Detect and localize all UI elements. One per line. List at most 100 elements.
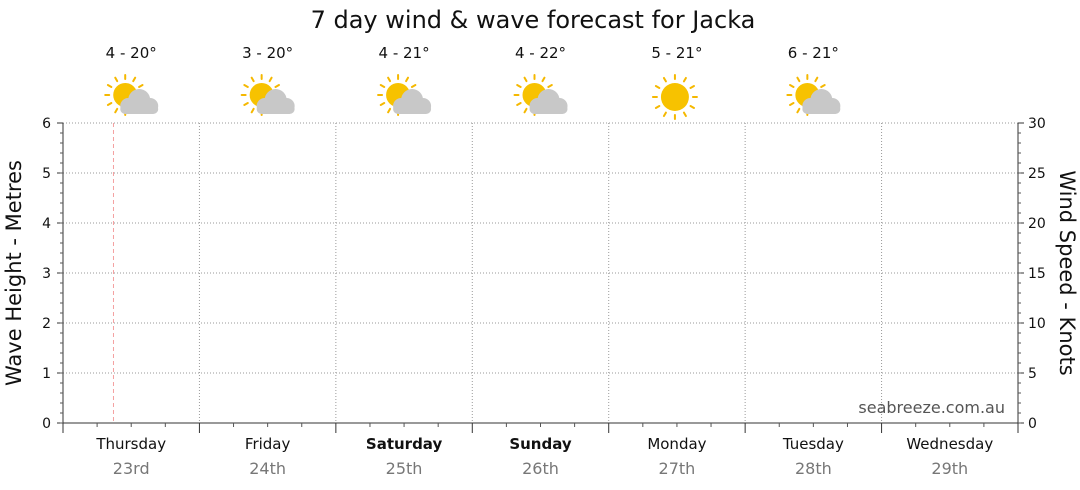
sun-ray bbox=[689, 105, 695, 109]
sun-ray bbox=[106, 84, 113, 88]
sun-ray bbox=[243, 84, 249, 88]
y-right-tick-label: 30 bbox=[1028, 116, 1046, 132]
sun-ray bbox=[654, 85, 661, 89]
sun-ray bbox=[523, 76, 528, 83]
day-label: Friday bbox=[245, 435, 291, 453]
y-right-tick-label: 0 bbox=[1028, 416, 1037, 432]
chart-title: 7 day wind & wave forecast for Jacka bbox=[311, 6, 756, 34]
sun-disc bbox=[660, 83, 689, 111]
cloud-shape bbox=[529, 89, 568, 114]
sun-ray bbox=[516, 102, 522, 106]
temperature-labels: 4 - 20° 3 - 20° 4 - 21° 4 - 22° 5 - 21° 6 - 2… bbox=[106, 44, 839, 62]
cloud-base bbox=[393, 104, 432, 114]
cloud-base bbox=[529, 104, 568, 114]
cloud-base bbox=[256, 104, 295, 114]
y-right-tick-label: 20 bbox=[1028, 216, 1046, 232]
sun-ray bbox=[268, 76, 273, 83]
sun-ray bbox=[662, 76, 667, 83]
partly-cloudy-icon bbox=[513, 74, 568, 116]
partly-cloudy-icon bbox=[240, 74, 295, 116]
sun-ray bbox=[405, 76, 410, 83]
sunny-icon bbox=[651, 74, 698, 120]
partly-cloudy-icon bbox=[104, 74, 159, 116]
plot-grid bbox=[63, 122, 1018, 423]
sun-ray bbox=[682, 76, 687, 83]
temperature-label: 4 - 21° bbox=[379, 44, 430, 62]
sun-ray bbox=[250, 76, 255, 83]
temperature-label: 6 - 21° bbox=[788, 44, 839, 62]
sun-ray bbox=[387, 76, 392, 83]
day-label: Saturday bbox=[366, 435, 443, 453]
y-right-tick-label: 10 bbox=[1028, 316, 1046, 332]
y-left-tick-label: 1 bbox=[42, 366, 51, 382]
sun-ray bbox=[132, 76, 137, 83]
date-label: 26th bbox=[522, 459, 559, 478]
sun-ray bbox=[379, 84, 386, 88]
sun-shape bbox=[651, 74, 698, 120]
sun-ray bbox=[662, 111, 667, 118]
sun-ray bbox=[114, 76, 119, 83]
y-left-tick-label: 0 bbox=[42, 416, 51, 432]
day-label: Tuesday bbox=[782, 435, 844, 453]
partly-cloudy-icon bbox=[786, 74, 841, 116]
sun-ray bbox=[243, 102, 249, 106]
sun-ray bbox=[682, 111, 687, 118]
day-label: Monday bbox=[647, 435, 706, 453]
sun-ray bbox=[410, 84, 417, 88]
sun-ray bbox=[274, 84, 280, 88]
date-label: 27th bbox=[659, 459, 696, 478]
temperature-label: 3 - 20° bbox=[242, 44, 293, 62]
y-left-tick-label: 2 bbox=[42, 316, 51, 332]
cloud-base bbox=[802, 104, 841, 114]
y-left-tick-label: 5 bbox=[42, 166, 51, 182]
x-axis-ticks bbox=[62, 423, 1019, 433]
y-right-tick-label: 25 bbox=[1028, 166, 1046, 182]
y-left-tick-label: 4 bbox=[42, 216, 51, 232]
sun-ray bbox=[106, 102, 113, 106]
day-label: Sunday bbox=[509, 435, 572, 453]
sun-ray bbox=[789, 84, 795, 88]
y-left-axis-title: Wave Height - Metres bbox=[2, 160, 26, 386]
sun-ray bbox=[789, 102, 795, 106]
y-right-axis-title: Wind Speed - Knots bbox=[1055, 170, 1079, 375]
sun-ray bbox=[138, 84, 144, 88]
sun-ray bbox=[250, 107, 255, 114]
temperature-label: 4 - 20° bbox=[106, 44, 157, 62]
cloud-shape bbox=[802, 89, 841, 114]
sun-ray bbox=[654, 105, 661, 109]
y-left-tick-label: 6 bbox=[42, 116, 51, 132]
sun-ray bbox=[523, 107, 528, 114]
day-label: Thursday bbox=[95, 435, 166, 453]
watermark-text: seabreeze.com.au bbox=[858, 398, 1005, 417]
partly-cloudy-icon bbox=[377, 74, 432, 116]
sun-ray bbox=[796, 76, 801, 83]
sun-ray bbox=[387, 107, 392, 114]
cloud-shape bbox=[120, 89, 159, 114]
y-right-tick-label: 5 bbox=[1028, 366, 1037, 382]
weather-icons bbox=[104, 74, 841, 120]
date-label: 29th bbox=[931, 459, 968, 478]
sun-ray bbox=[796, 107, 801, 114]
sun-ray bbox=[541, 76, 546, 83]
sun-ray bbox=[516, 84, 522, 88]
date-label: 25th bbox=[386, 459, 423, 478]
y-left-tick-label: 3 bbox=[42, 266, 51, 282]
y-right-tick-label: 15 bbox=[1028, 266, 1046, 282]
cloud-shape bbox=[393, 89, 432, 114]
cloud-base bbox=[120, 104, 159, 114]
date-label: 23rd bbox=[113, 459, 150, 478]
sun-ray bbox=[114, 107, 119, 114]
date-label: 28th bbox=[795, 459, 832, 478]
right-axis-ticks: 0 5 10 15 20 25 30 bbox=[1018, 116, 1046, 432]
left-axis-ticks: 0 1 2 3 4 5 6 bbox=[42, 116, 63, 432]
sun-ray bbox=[820, 84, 826, 88]
sun-ray bbox=[689, 85, 695, 89]
date-label: 24th bbox=[249, 459, 286, 478]
sun-ray bbox=[547, 84, 553, 88]
temperature-label: 5 - 21° bbox=[651, 44, 702, 62]
sun-ray bbox=[379, 102, 386, 106]
temperature-label: 4 - 22° bbox=[515, 44, 566, 62]
day-labels: Thursday 23rd Friday 24th Saturday 25th Sunday… bbox=[95, 435, 993, 478]
cloud-shape bbox=[256, 89, 295, 114]
